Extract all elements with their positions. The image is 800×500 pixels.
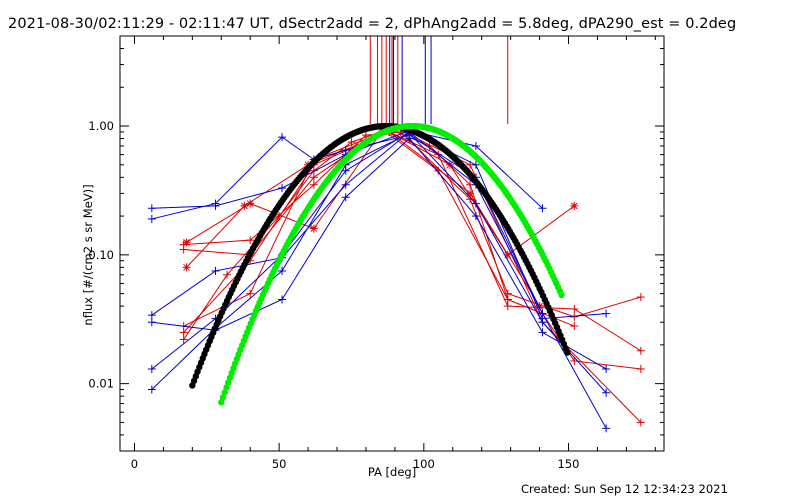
red-data-point [570, 312, 579, 321]
x-tick-label: 0 [131, 457, 138, 471]
blue-data-point [602, 364, 611, 373]
red-data-point [309, 180, 318, 189]
blue-data-point [341, 193, 350, 202]
blue-data-point [538, 309, 547, 318]
red-data-point [182, 238, 191, 247]
blue-data-point [602, 309, 611, 318]
plot-frame [119, 35, 665, 452]
blue-data-point [278, 184, 287, 193]
red-data-point [636, 346, 645, 355]
blue-data-point [147, 204, 156, 213]
y-tick-label: 1.00 [88, 119, 114, 133]
red-data-point [223, 270, 232, 279]
red-data-point [246, 236, 255, 245]
plot-marks [147, 36, 645, 433]
page-title: 2021-08-30/02:11:29 - 02:11:47 UT, dSect… [8, 16, 737, 32]
y-tick-label: 0.01 [88, 377, 114, 391]
blue-data-point [602, 388, 611, 397]
red-data-point [309, 173, 318, 182]
blue-data-point [147, 311, 156, 320]
blue-data-point [147, 364, 156, 373]
red-data-point [309, 224, 318, 233]
red-data-point [179, 335, 188, 344]
blue-data-point [147, 318, 156, 327]
blue-data-point [147, 214, 156, 223]
blue-data-point [471, 212, 480, 221]
blue-data-point [211, 199, 220, 208]
blue-data-point [471, 199, 480, 208]
red-data-point [179, 245, 188, 254]
created-timestamp: Created: Sun Sep 12 12:34:23 2021 [521, 482, 728, 496]
blue-data-point [341, 180, 350, 189]
y-tick-label: 0.10 [88, 248, 114, 262]
x-tick-label: 50 [272, 457, 287, 471]
blue-data-point [211, 266, 220, 275]
blue-series-line [151, 137, 607, 370]
blue-data-point [341, 146, 350, 155]
red-data-point [434, 166, 443, 175]
blue-data-point [147, 385, 156, 394]
red-data-point [503, 295, 512, 304]
blue-data-point [602, 424, 611, 433]
red-data-point [361, 131, 370, 140]
blue-data-point [538, 328, 547, 337]
red-data-point [182, 263, 191, 272]
red-data-point [570, 304, 579, 313]
blue-data-point [278, 266, 287, 275]
blue-series-line [151, 132, 607, 394]
x-axis-title: PA [deg] [368, 465, 416, 479]
blue-data-point [471, 160, 480, 169]
blue-data-point [471, 141, 480, 150]
red-data-point [246, 289, 255, 298]
red-data-point [636, 418, 645, 427]
red-series-line [186, 131, 541, 307]
red-data-point [570, 322, 579, 331]
x-tick-label: 150 [558, 457, 580, 471]
red-data-point [636, 293, 645, 302]
blue-data-point [278, 133, 287, 142]
red-series-line [183, 127, 642, 423]
red-data-point [636, 364, 645, 373]
black-fit-curve [189, 122, 571, 389]
red-data-point [240, 201, 249, 210]
red-data-point [466, 189, 475, 198]
blue-data-point [538, 318, 547, 327]
axes: 0 50 100 150 0.01 0.10 1.00 [88, 35, 664, 471]
y-axis-title: nflux [#/(cm2 s sr MeV)] [81, 184, 95, 325]
x-tick-label: 100 [413, 457, 435, 471]
blue-data-point [278, 295, 287, 304]
red-data-point [570, 201, 579, 210]
blue-data-point [538, 204, 547, 213]
green-fit-curve [218, 122, 565, 406]
